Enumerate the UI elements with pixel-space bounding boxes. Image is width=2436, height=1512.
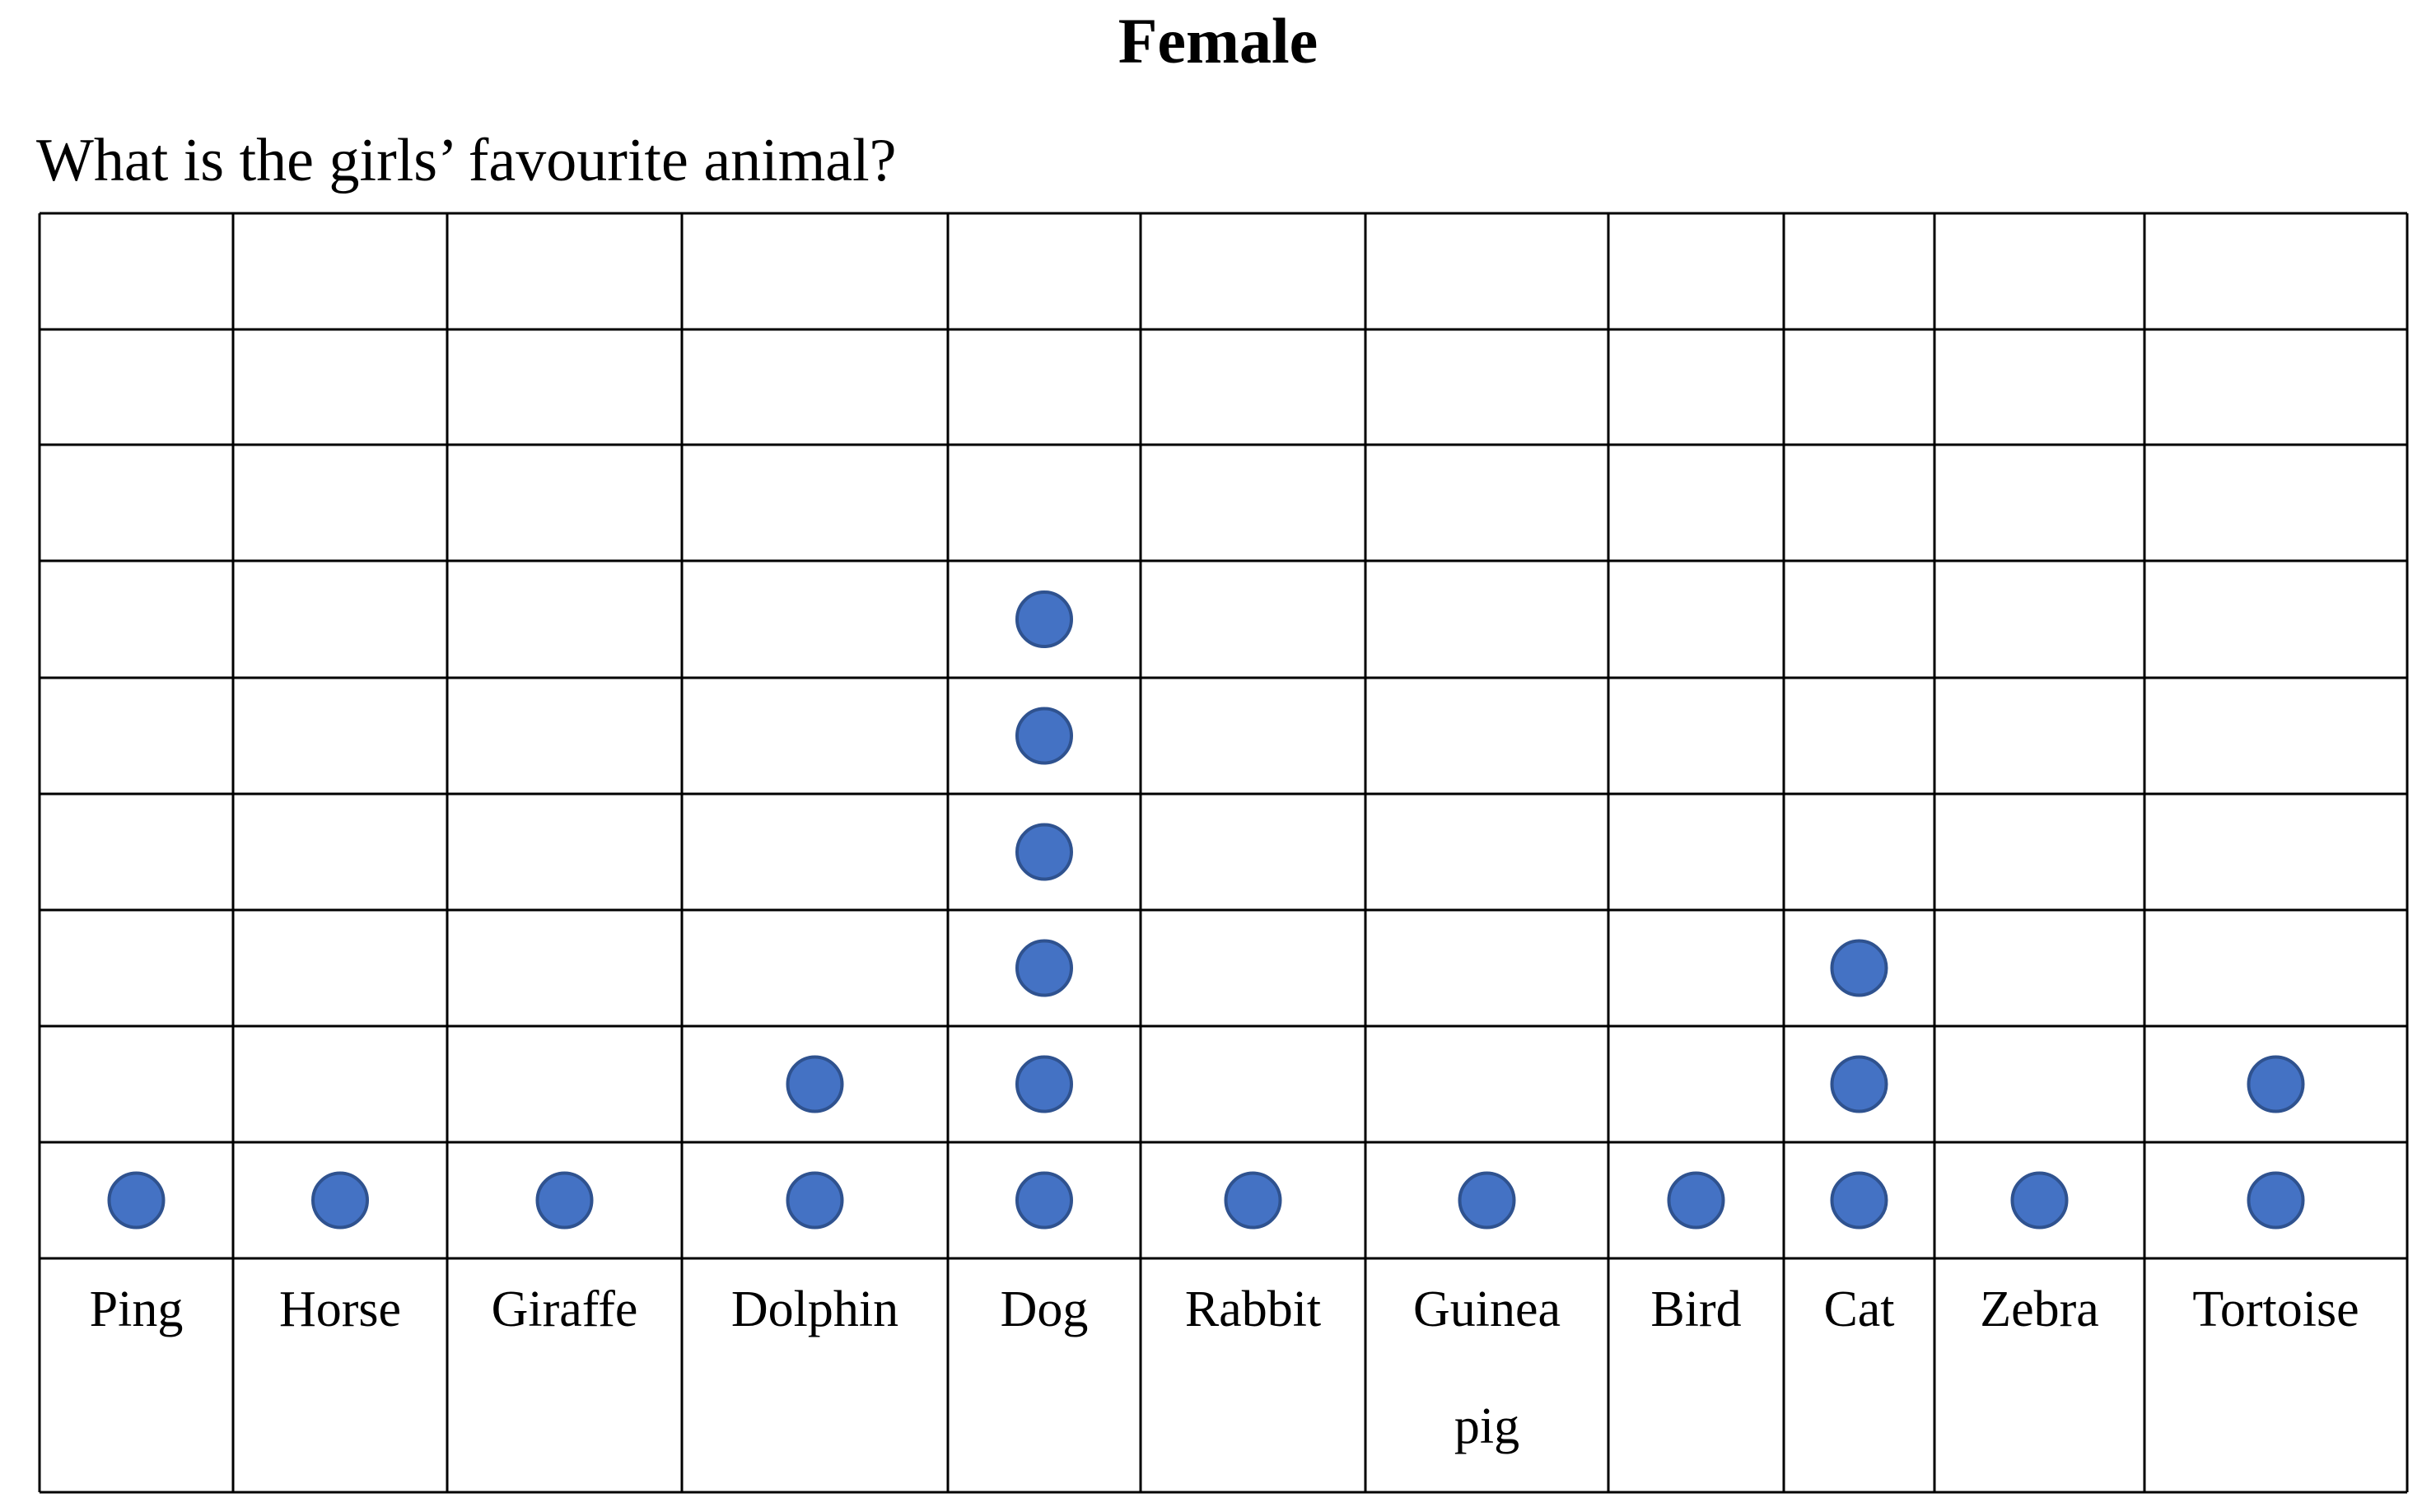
category-label-dog: Dog [1001, 1281, 1089, 1337]
dot-dog [1015, 590, 1073, 648]
category-label-guinea-pig: Guinea pig [1413, 1281, 1561, 1454]
dot-cat [1830, 1055, 1888, 1113]
chart-title: Female [1118, 5, 1318, 77]
dot-guinea-pig [1458, 1171, 1516, 1230]
dot-dolphin [786, 1171, 844, 1230]
category-label-giraffe: Giraffe [492, 1281, 638, 1337]
category-label-tortoise: Tortoise [2192, 1281, 2359, 1337]
category-labels: Ping Horse Giraffe Dolphin Dog Rabbit Guinea pi… [90, 1281, 2359, 1454]
dot-cat [1830, 939, 1888, 997]
dot-dog [1015, 707, 1073, 765]
category-label-cat: Cat [1823, 1281, 1894, 1337]
category-label-horse: Horse [279, 1281, 401, 1337]
dot-rabbit [1224, 1171, 1282, 1230]
dot-tortoise [2247, 1171, 2305, 1230]
category-label-rabbit: Rabbit [1185, 1281, 1321, 1337]
dot-bird [1667, 1171, 1725, 1230]
category-label-dolphin: Dolphin [731, 1281, 898, 1337]
dots [107, 590, 2305, 1230]
grid [38, 212, 2409, 1494]
dot-dog [1015, 823, 1073, 881]
category-label-zebra: Zebra [1980, 1281, 2099, 1337]
dot-ping [107, 1171, 166, 1230]
dot-horse [311, 1171, 369, 1230]
dot-dog [1015, 1171, 1073, 1230]
category-label-bird: Bird [1650, 1281, 1741, 1337]
dot-dolphin [786, 1055, 844, 1113]
dot-tortoise [2247, 1055, 2305, 1113]
dot-cat [1830, 1171, 1888, 1230]
chart-question: What is the girls’ favourite animal? [36, 127, 897, 194]
category-label-ping: Ping [90, 1281, 184, 1337]
dot-zebra [2010, 1171, 2069, 1230]
dot-dog [1015, 1055, 1073, 1113]
dot-dog [1015, 939, 1073, 997]
dot-giraffe [535, 1171, 594, 1230]
